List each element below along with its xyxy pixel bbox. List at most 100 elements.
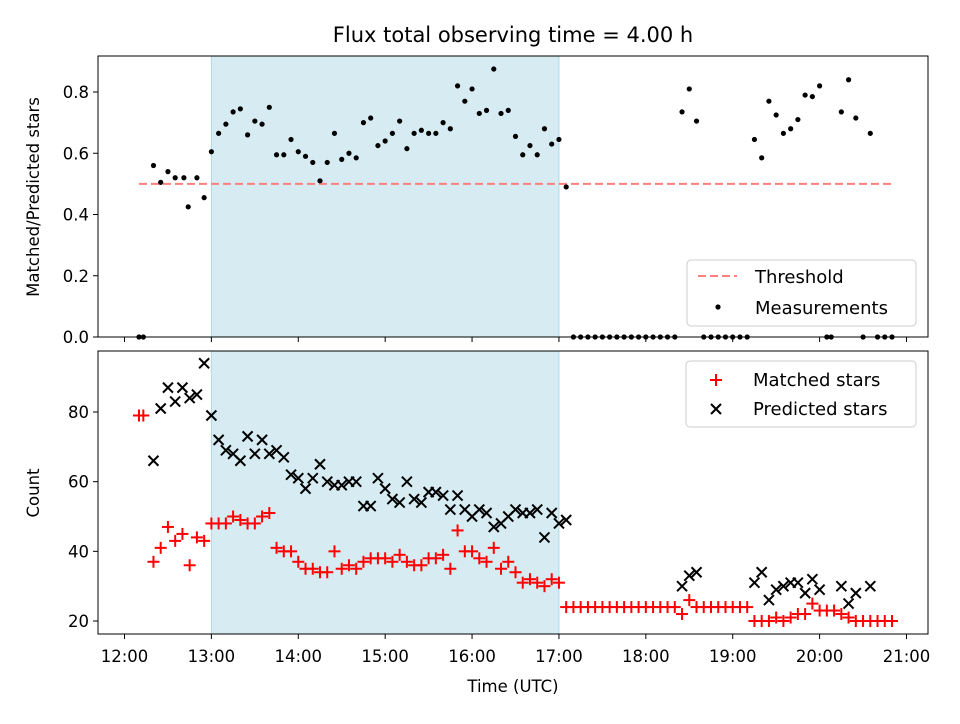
predicted-star-point bbox=[154, 402, 167, 415]
matched-star-point bbox=[770, 611, 783, 624]
measurement-point bbox=[375, 142, 381, 149]
predicted-star-point bbox=[531, 503, 543, 516]
predicted-star-point bbox=[212, 434, 225, 446]
matched-star-point bbox=[828, 604, 841, 617]
matched-star-point bbox=[799, 608, 812, 621]
matched-star-point bbox=[480, 555, 493, 568]
matched-star-point bbox=[784, 611, 797, 624]
predicted-star-point bbox=[220, 444, 232, 457]
measurement-point bbox=[462, 98, 468, 104]
predicted-star-point bbox=[364, 500, 377, 512]
matched-star-point bbox=[437, 548, 450, 561]
predicted-star-point bbox=[336, 479, 348, 491]
measurement-point bbox=[185, 204, 191, 210]
x-tick-label: 16:00 bbox=[448, 647, 496, 666]
measurement-point bbox=[223, 121, 229, 127]
x-tick-label: 20:00 bbox=[796, 647, 844, 666]
top-y-ticks: 0.0 0.2 0.4 0.6 0.8 bbox=[63, 83, 98, 347]
measurement-point bbox=[686, 86, 692, 92]
measurement-point bbox=[780, 130, 787, 136]
predicted-star-point bbox=[792, 576, 804, 589]
legend-matched-swatch bbox=[710, 374, 722, 386]
measurement-point bbox=[288, 136, 294, 143]
predicted-star-point bbox=[321, 475, 333, 488]
measurement-point bbox=[259, 121, 265, 127]
matched-star-point bbox=[256, 510, 269, 523]
matched-star-point bbox=[487, 541, 500, 554]
matched-star-point bbox=[248, 517, 261, 530]
measurement-point bbox=[505, 107, 511, 113]
matched-star-point bbox=[234, 513, 247, 526]
predicted-star-point bbox=[524, 507, 536, 519]
matched-star-point bbox=[466, 545, 479, 558]
measurement-point bbox=[201, 195, 207, 201]
predicted-star-point bbox=[560, 514, 572, 526]
matched-star-point bbox=[386, 555, 399, 568]
measurement-point bbox=[339, 156, 345, 162]
y-tick-label: 60 bbox=[68, 473, 89, 492]
matched-star-point bbox=[415, 559, 428, 572]
matched-star-point bbox=[270, 541, 283, 554]
measurement-point bbox=[795, 116, 801, 123]
predicted-star-point bbox=[835, 580, 848, 592]
measurement-point bbox=[397, 118, 403, 124]
predicted-star-point bbox=[314, 458, 326, 470]
matched-star-point bbox=[676, 608, 689, 621]
measurement-point bbox=[527, 142, 533, 149]
matched-star-point bbox=[350, 562, 363, 575]
predicted-star-point bbox=[763, 594, 775, 606]
matched-star-point bbox=[292, 555, 305, 568]
predicted-star-point bbox=[147, 455, 160, 467]
measurement-point bbox=[759, 155, 765, 161]
measurement-point bbox=[360, 120, 367, 126]
x-tick-label: 18:00 bbox=[622, 647, 670, 666]
predicted-star-point bbox=[183, 392, 196, 404]
matched-star-point bbox=[227, 510, 240, 523]
predicted-star-point bbox=[430, 486, 442, 498]
measurement-point bbox=[845, 77, 852, 83]
matched-star-point bbox=[429, 552, 442, 565]
measurement-point bbox=[317, 178, 323, 184]
measurement-point bbox=[867, 130, 873, 136]
legend-matched-label: Matched stars bbox=[753, 370, 880, 391]
predicted-star-point bbox=[386, 493, 399, 505]
top-axes-frame bbox=[97, 55, 929, 338]
matched-star-point bbox=[154, 541, 167, 554]
bottom-y-axis-label: Count bbox=[24, 468, 43, 518]
predicted-star-point bbox=[676, 580, 688, 592]
predicted-star-point bbox=[249, 448, 261, 460]
measurement-point bbox=[172, 175, 178, 181]
measurement-point bbox=[520, 152, 526, 158]
y-tick-label: 0.6 bbox=[63, 144, 89, 163]
matched-star-point bbox=[306, 562, 319, 575]
measurement-point bbox=[440, 120, 446, 126]
predicted-star-point bbox=[799, 587, 811, 599]
predicted-star-point bbox=[777, 580, 790, 592]
y-tick-label: 80 bbox=[68, 403, 89, 422]
matched-star-point bbox=[400, 555, 413, 568]
measurement-point bbox=[295, 149, 301, 155]
matched-star-point bbox=[321, 566, 334, 579]
predicted-star-point bbox=[372, 472, 384, 484]
top-shaded-region bbox=[210, 55, 560, 338]
matched-star-point bbox=[137, 409, 150, 422]
matched-star-point bbox=[523, 573, 536, 586]
matched-star-point bbox=[668, 601, 681, 614]
measurement-point bbox=[773, 112, 779, 118]
predicted-star-point bbox=[444, 503, 457, 516]
measurement-point bbox=[346, 150, 352, 156]
predicted-star-point bbox=[169, 395, 181, 408]
matched-star-point bbox=[762, 615, 775, 627]
matched-star-point bbox=[176, 527, 189, 540]
matched-star-point bbox=[552, 576, 565, 589]
y-tick-label: 0.4 bbox=[63, 206, 89, 225]
measurement-point bbox=[491, 66, 497, 72]
predicted-star-point bbox=[864, 580, 877, 592]
measurement-point bbox=[150, 162, 157, 169]
matched-star-point bbox=[379, 552, 392, 565]
matched-star-point bbox=[393, 548, 406, 561]
predicted-star-point bbox=[393, 496, 406, 509]
predicted-star-point bbox=[241, 430, 254, 443]
y-tick-label: 0.8 bbox=[63, 83, 89, 102]
x-tick-label: 15:00 bbox=[361, 647, 409, 666]
